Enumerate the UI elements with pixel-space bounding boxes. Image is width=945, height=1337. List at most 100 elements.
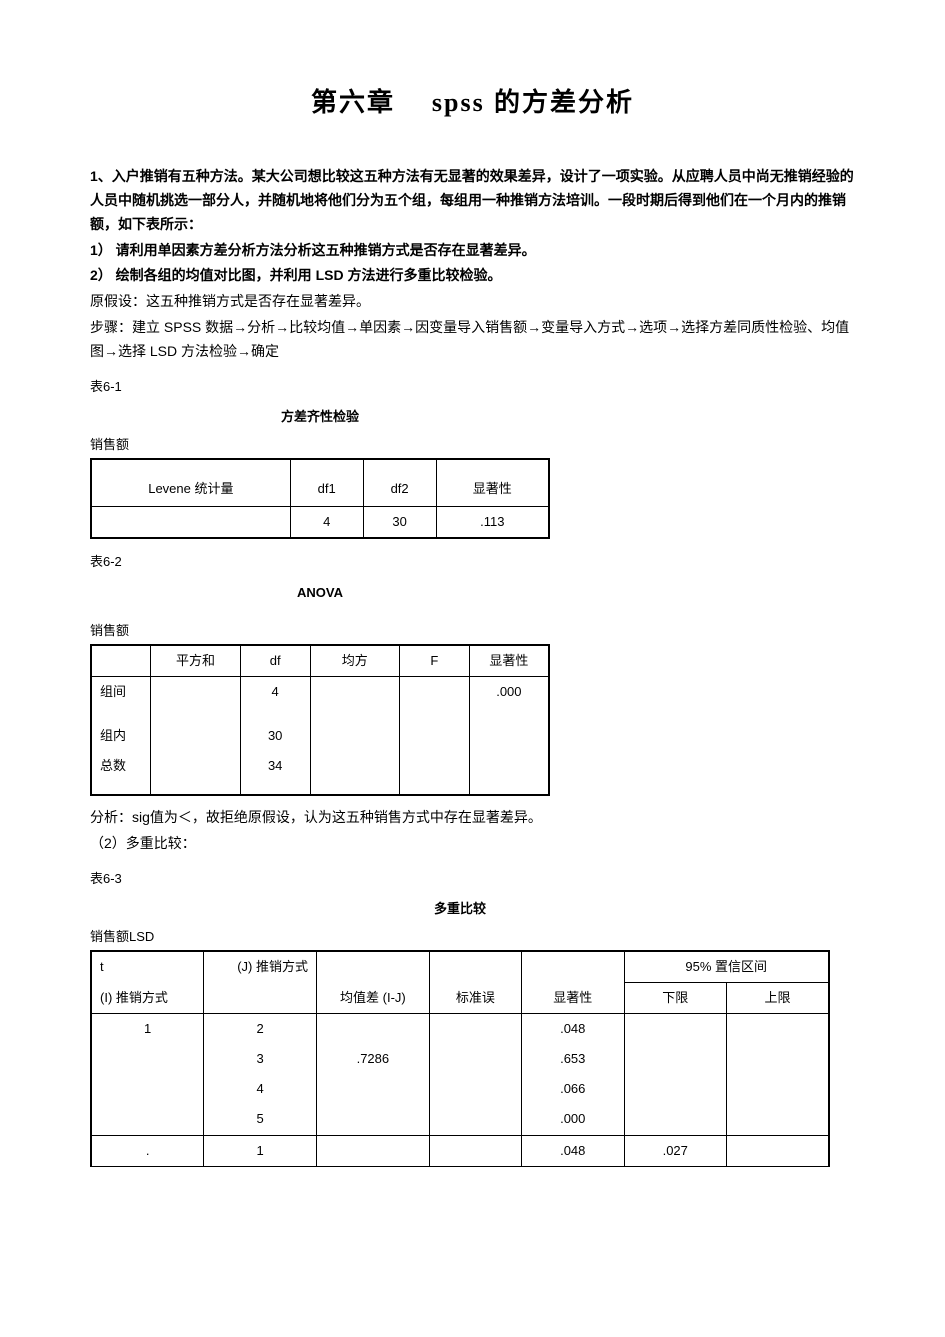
table-row: 3.7286.653 xyxy=(91,1044,829,1074)
table-cell xyxy=(400,751,470,781)
col-header: 显著性 xyxy=(522,983,625,1014)
table-cell xyxy=(310,751,400,781)
table-cell: 组间 xyxy=(91,676,151,707)
col-header: F xyxy=(400,645,470,677)
col-header: 平方和 xyxy=(151,645,241,677)
paragraph-q1: 1） 请利用单因素方差分析方法分析这五种推销方式是否存在显著差异。 xyxy=(90,239,855,263)
table-cell xyxy=(310,721,400,751)
table-cell: 34 xyxy=(240,751,310,781)
table-cell xyxy=(469,721,549,751)
paragraph-1: 1、入户推销有五种方法。某大公司想比较这五种方法有无显著的效果差异，设计了一项实… xyxy=(90,165,855,236)
table-row: t (J) 推销方式 95% 置信区间 xyxy=(91,951,829,983)
col-header xyxy=(204,983,317,1014)
table-cell xyxy=(624,1104,727,1135)
table-6-2-label: 表6-2 xyxy=(90,551,855,573)
table-cell: 1 xyxy=(204,1135,317,1166)
table-cell xyxy=(429,1104,521,1135)
table-cell: .048 xyxy=(522,1135,625,1166)
table-6-2-subtitle: 销售额 xyxy=(90,620,855,642)
table-cell xyxy=(91,1104,204,1135)
table-cell xyxy=(91,507,290,539)
table-row: .1 .048.027 xyxy=(91,1135,829,1166)
table-row xyxy=(91,781,549,795)
table-cell xyxy=(469,751,549,781)
table-cell xyxy=(400,676,470,707)
table-cell: 30 xyxy=(363,507,436,539)
table-cell: 4 xyxy=(240,676,310,707)
col-header: (J) 推销方式 xyxy=(204,951,317,983)
table-row: (I) 推销方式 均值差 (I-J) 标准误 显著性 下限 上限 xyxy=(91,983,829,1014)
table-6-3: t (J) 推销方式 95% 置信区间 (I) 推销方式 均值差 (I-J) 标… xyxy=(90,950,830,1167)
table-cell: 5 xyxy=(204,1104,317,1135)
table-cell xyxy=(727,1135,830,1166)
table-6-3-subtitle: 销售额LSD xyxy=(90,926,855,948)
table-row: 5 .000 xyxy=(91,1104,829,1135)
chapter-title-suffix: 的方差分析 xyxy=(494,87,634,117)
col-header: 下限 xyxy=(624,983,727,1014)
paragraph-q2: 2） 绘制各组的均值对比图，并利用 LSD 方法进行多重比较检验。 xyxy=(90,264,855,288)
col-header: 95% 置信区间 xyxy=(624,951,829,983)
table-cell: .027 xyxy=(624,1135,727,1166)
col-header xyxy=(522,951,625,983)
table-cell: .113 xyxy=(436,507,549,539)
table-row: 12 .048 xyxy=(91,1014,829,1045)
table-row: 4 30 .113 xyxy=(91,507,549,539)
paragraph-hypothesis: 原假设：这五种推销方式是否存在显著差异。 xyxy=(90,290,855,314)
table-cell xyxy=(317,1104,430,1135)
table-row: Levene 统计量 df1 df2 显著性 xyxy=(91,459,549,507)
col-header: 显著性 xyxy=(469,645,549,677)
table-cell xyxy=(624,1074,727,1104)
col-header: 均值差 (I-J) xyxy=(317,983,430,1014)
table-cell: 组内 xyxy=(91,721,151,751)
table-cell xyxy=(624,1044,727,1074)
table-6-1-title: 方差齐性检验 xyxy=(90,406,550,428)
paragraph-steps: 步骤：建立 SPSS 数据→分析→比较均值→单因素→因变量导入销售额→变量导入方… xyxy=(90,316,855,364)
col-header: (I) 推销方式 xyxy=(91,983,204,1014)
table-cell: .7286 xyxy=(317,1044,430,1074)
col-header: 标准误 xyxy=(429,983,521,1014)
col-header: 上限 xyxy=(727,983,830,1014)
table-row: 组间 4 .000 xyxy=(91,676,549,707)
table-cell: 2 xyxy=(204,1014,317,1045)
table-cell xyxy=(429,1044,521,1074)
table-6-3-title: 多重比较 xyxy=(90,898,830,920)
table-cell xyxy=(91,1074,204,1104)
table-cell xyxy=(624,1014,727,1045)
chapter-title-latin: spss xyxy=(432,88,485,117)
table-6-1-subtitle: 销售额 xyxy=(90,434,855,456)
table-cell: . xyxy=(91,1135,204,1166)
col-header xyxy=(429,951,521,983)
col-header: df xyxy=(240,645,310,677)
col-header xyxy=(91,645,151,677)
table-cell xyxy=(727,1074,830,1104)
table-cell: .048 xyxy=(522,1014,625,1045)
table-cell: 1 xyxy=(91,1014,204,1045)
col-header: df2 xyxy=(363,459,436,507)
table-cell xyxy=(151,721,241,751)
table-cell xyxy=(727,1044,830,1074)
table-cell: .066 xyxy=(522,1074,625,1104)
table-6-2: 平方和 df 均方 F 显著性 组间 4 .000 组内 30 总数 34 xyxy=(90,644,550,796)
table-cell xyxy=(317,1135,430,1166)
col-header: 显著性 xyxy=(436,459,549,507)
table-cell xyxy=(151,751,241,781)
table-cell xyxy=(310,676,400,707)
table-row xyxy=(91,707,549,721)
table-cell: .000 xyxy=(522,1104,625,1135)
table-6-3-label: 表6-3 xyxy=(90,868,855,890)
table-row: 总数 34 xyxy=(91,751,549,781)
col-header: 均方 xyxy=(310,645,400,677)
table-cell xyxy=(91,1044,204,1074)
table-row: 组内 30 xyxy=(91,721,549,751)
table-row: 平方和 df 均方 F 显著性 xyxy=(91,645,549,677)
table-cell: 4 xyxy=(290,507,363,539)
col-header xyxy=(317,951,430,983)
table-cell xyxy=(429,1135,521,1166)
table-row: 4.066 xyxy=(91,1074,829,1104)
col-header: Levene 统计量 xyxy=(91,459,290,507)
col-header: t xyxy=(91,951,204,983)
table-cell: .000 xyxy=(469,676,549,707)
chapter-title: 第六章 spss 的方差分析 xyxy=(90,80,855,125)
table-cell: 3 xyxy=(204,1044,317,1074)
table-cell xyxy=(317,1074,430,1104)
